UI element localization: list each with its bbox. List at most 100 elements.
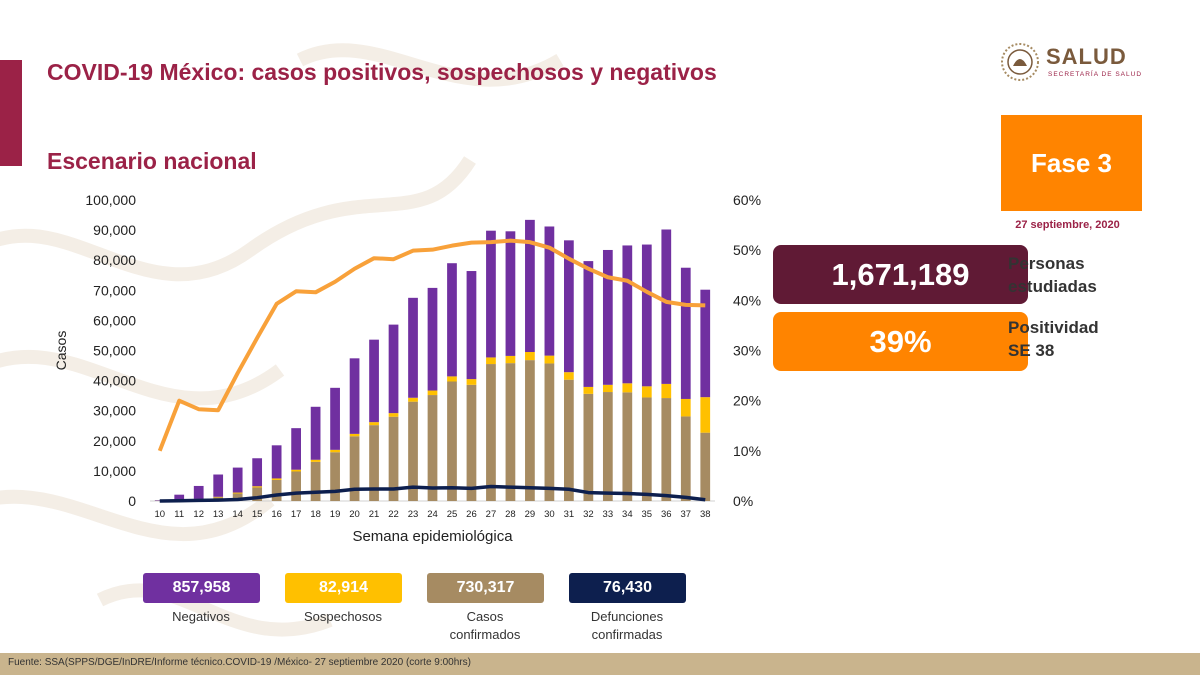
bar-sospechosos — [661, 383, 672, 399]
bar-confirmados — [486, 364, 496, 501]
bar-sospechosos — [291, 469, 301, 472]
x-tick-label: 38 — [700, 509, 711, 520]
salud-logo: SALUD SECRETARÍA DE SALUD — [996, 40, 1156, 88]
legend-negativos-label-1: Negativos — [172, 609, 230, 624]
x-tick-label: 24 — [427, 509, 438, 520]
y-tick-label: 70,000 — [93, 282, 136, 298]
y-tick-label: 60,000 — [93, 312, 136, 328]
phase-date: 27 septiembre, 2020 — [1015, 219, 1120, 231]
x-tick-label: 30 — [544, 509, 555, 520]
bar-sospechosos — [310, 459, 321, 462]
legend-confirmados-value: 730,317 — [456, 579, 515, 596]
studied-label-line1: Personas — [1008, 254, 1085, 273]
page-subtitle: Escenario nacional — [47, 148, 257, 174]
bar-sospechosos — [602, 384, 613, 393]
x-tick-label: 35 — [642, 509, 653, 520]
legend-sospechosos-label: Sospechosos — [263, 608, 423, 626]
page-title: COVID-19 México: casos positivos, sospec… — [47, 59, 717, 85]
legend-negativos-box: 857,958 — [143, 573, 260, 603]
bar-negativos — [310, 406, 321, 460]
bar-confirmados — [291, 471, 301, 501]
bar-sospechosos — [505, 355, 516, 364]
y2-tick-label: 10% — [733, 443, 761, 459]
studied-label-line2: estudiadas — [1008, 277, 1097, 296]
source-note: Fuente: SSA(SPPS/DGE/InDRE/Informe técni… — [8, 657, 471, 668]
x-tick-label: 34 — [622, 509, 633, 520]
bar-sospechosos — [369, 422, 379, 426]
bar-sospechosos — [232, 492, 243, 494]
legend-defunciones-box: 76,430 — [569, 573, 686, 603]
y-tick-label: 80,000 — [93, 252, 136, 268]
bar-confirmados — [466, 384, 477, 501]
bar-confirmados — [447, 381, 457, 501]
bar-sospechosos — [408, 397, 418, 402]
x-tick-label: 20 — [349, 509, 360, 520]
x-tick-label: 37 — [680, 509, 691, 520]
bar-sospechosos — [641, 386, 652, 398]
y2-tick-label: 60% — [733, 192, 761, 208]
phase-label: Fase 3 — [1031, 147, 1112, 178]
y-tick-label: 0 — [128, 493, 136, 509]
legend-defunciones-label: Defunciones confirmadas — [547, 608, 707, 644]
bar-sospechosos — [427, 390, 438, 396]
bar-negativos — [564, 240, 574, 373]
positivity-label: Positividad SE 38 — [1008, 316, 1099, 362]
positivity-value: 39% — [869, 323, 932, 359]
y2-tick-label: 0% — [733, 493, 753, 509]
bar-negativos — [369, 339, 379, 423]
bar-confirmados — [525, 360, 535, 501]
bar-negativos — [388, 324, 399, 414]
bar-confirmados — [544, 363, 555, 501]
bar-confirmados — [622, 392, 633, 501]
logo-subtitle: SECRETARÍA DE SALUD — [1048, 71, 1143, 78]
legend-defunciones-label-2: confirmadas — [591, 627, 663, 642]
bar-sospechosos — [544, 355, 555, 364]
bar-sospechosos — [349, 433, 360, 437]
bar-negativos — [525, 219, 535, 353]
x-tick-label: 15 — [252, 509, 263, 520]
x-tick-label: 22 — [388, 509, 399, 520]
x-tick-label: 29 — [525, 509, 536, 520]
bar-negativos — [349, 358, 360, 434]
bar-confirmados — [700, 432, 711, 501]
bar-negativos — [700, 289, 711, 398]
legend-defunciones-label-1: Defunciones — [590, 609, 664, 624]
y-tick-label: 90,000 — [93, 222, 136, 238]
studied-value: 1,671,189 — [831, 256, 970, 292]
bar-negativos — [680, 267, 691, 399]
x-tick-label: 18 — [310, 509, 321, 520]
y-tick-label: 10,000 — [93, 463, 136, 479]
bar-negativos — [232, 467, 243, 493]
bar-sospechosos — [700, 397, 711, 433]
bar-negativos — [291, 428, 301, 470]
bar-sospechosos — [252, 486, 263, 488]
legend-sospechosos-label-1: Sospechosos — [303, 609, 383, 624]
bar-confirmados — [641, 397, 652, 501]
y-tick-label: 50,000 — [93, 343, 136, 359]
bar-sospechosos — [447, 376, 457, 382]
bar-sospechosos — [330, 449, 340, 453]
y-tick-label: 40,000 — [93, 373, 136, 389]
bar-sospechosos — [680, 398, 691, 417]
bar-sospechosos — [466, 379, 477, 385]
x-tick-label: 11 — [174, 509, 184, 520]
positivity-value-box: 39% — [773, 312, 1028, 371]
cases-chart: 0 10,000 20,000 30,000 40,000 50,000 60,000 70,… — [53, 192, 761, 545]
deaths-line — [159, 484, 706, 503]
bar-confirmados — [680, 416, 691, 501]
studied-value-box: 1,671,189 — [773, 245, 1028, 304]
x-tick-label: 13 — [213, 509, 224, 520]
seal-icon — [1001, 43, 1039, 81]
x-tick-label: 27 — [486, 509, 497, 520]
bar-confirmados — [349, 436, 360, 501]
x-axis-title: Semana epidemiológica — [352, 528, 513, 545]
x-tick-label: 10 — [154, 509, 165, 520]
bar-negativos — [602, 249, 613, 385]
bar-sospechosos — [583, 386, 594, 394]
bar-negativos — [330, 387, 340, 450]
legend-negativos-label: Negativos — [121, 608, 281, 626]
positivity-label-line1: Positividad — [1008, 318, 1099, 337]
bar-negativos — [271, 445, 282, 479]
accent-bar — [0, 60, 22, 166]
bar-confirmados — [252, 487, 263, 501]
